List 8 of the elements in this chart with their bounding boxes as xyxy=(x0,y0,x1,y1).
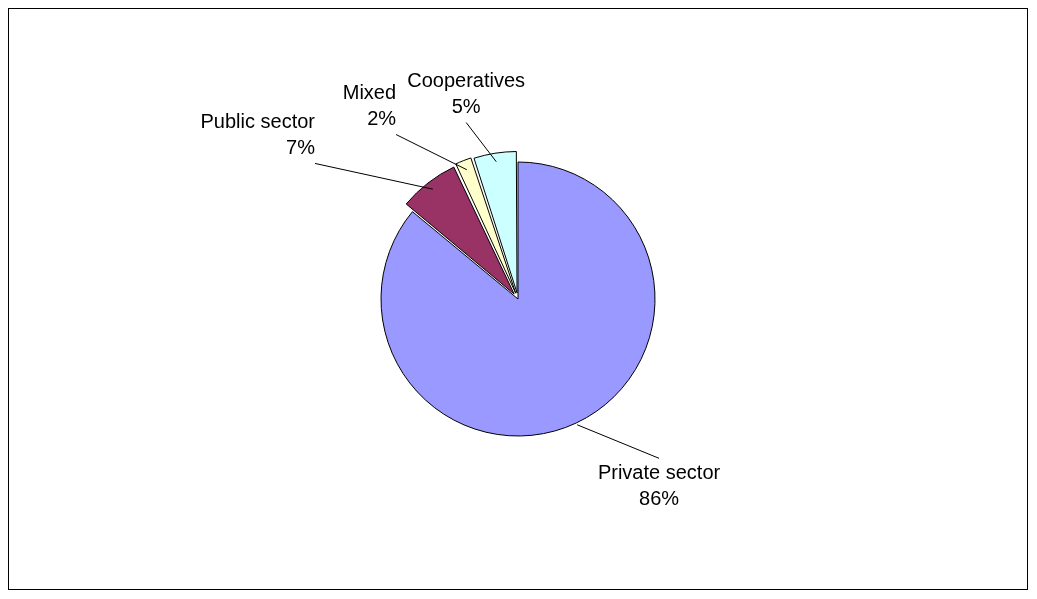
slice-label: Cooperatives xyxy=(407,69,526,92)
slice-label: Public sector xyxy=(200,109,316,132)
data-label: 7% xyxy=(286,135,316,158)
slice-label: Private sector xyxy=(597,460,721,483)
data-label: 86% xyxy=(639,486,680,509)
data-label: 5% xyxy=(451,95,481,118)
data-label: 2% xyxy=(367,107,397,130)
slice-label: Mixed xyxy=(342,81,397,104)
